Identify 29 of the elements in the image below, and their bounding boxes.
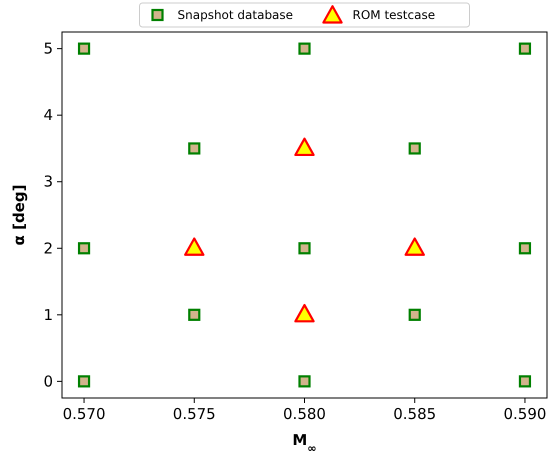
point [188, 142, 200, 155]
point [298, 42, 311, 55]
y-tick-label: 1 [43, 306, 53, 324]
point [408, 142, 421, 155]
point [294, 138, 315, 156]
point [78, 242, 90, 254]
point [518, 375, 532, 388]
x-tick-label: 0.585 [393, 405, 436, 423]
y-tick-label: 0 [43, 372, 53, 390]
point [298, 375, 311, 388]
x-tick-label: 0.570 [62, 405, 106, 423]
y-tick-label: 2 [43, 239, 53, 258]
x-tick-label: 0.580 [283, 405, 326, 423]
point [518, 42, 532, 55]
y-tick-label: 5 [43, 40, 53, 58]
x-tick-label: 0.590 [503, 405, 546, 423]
point [298, 242, 311, 254]
point [518, 242, 532, 254]
y-tick-label: 3 [43, 172, 53, 191]
x-axis-title: M$_{∞}$ [292, 431, 317, 454]
x-tick-label: 0.575 [172, 405, 216, 423]
y-tick-label: 4 [43, 106, 53, 124]
point [78, 42, 90, 55]
y-axis-title: α [deg] [10, 184, 28, 246]
legend-label: ROM testcase [352, 8, 436, 22]
point [188, 308, 200, 321]
legend-label: Snapshot database [178, 8, 294, 22]
point [78, 375, 90, 388]
point [408, 308, 421, 321]
